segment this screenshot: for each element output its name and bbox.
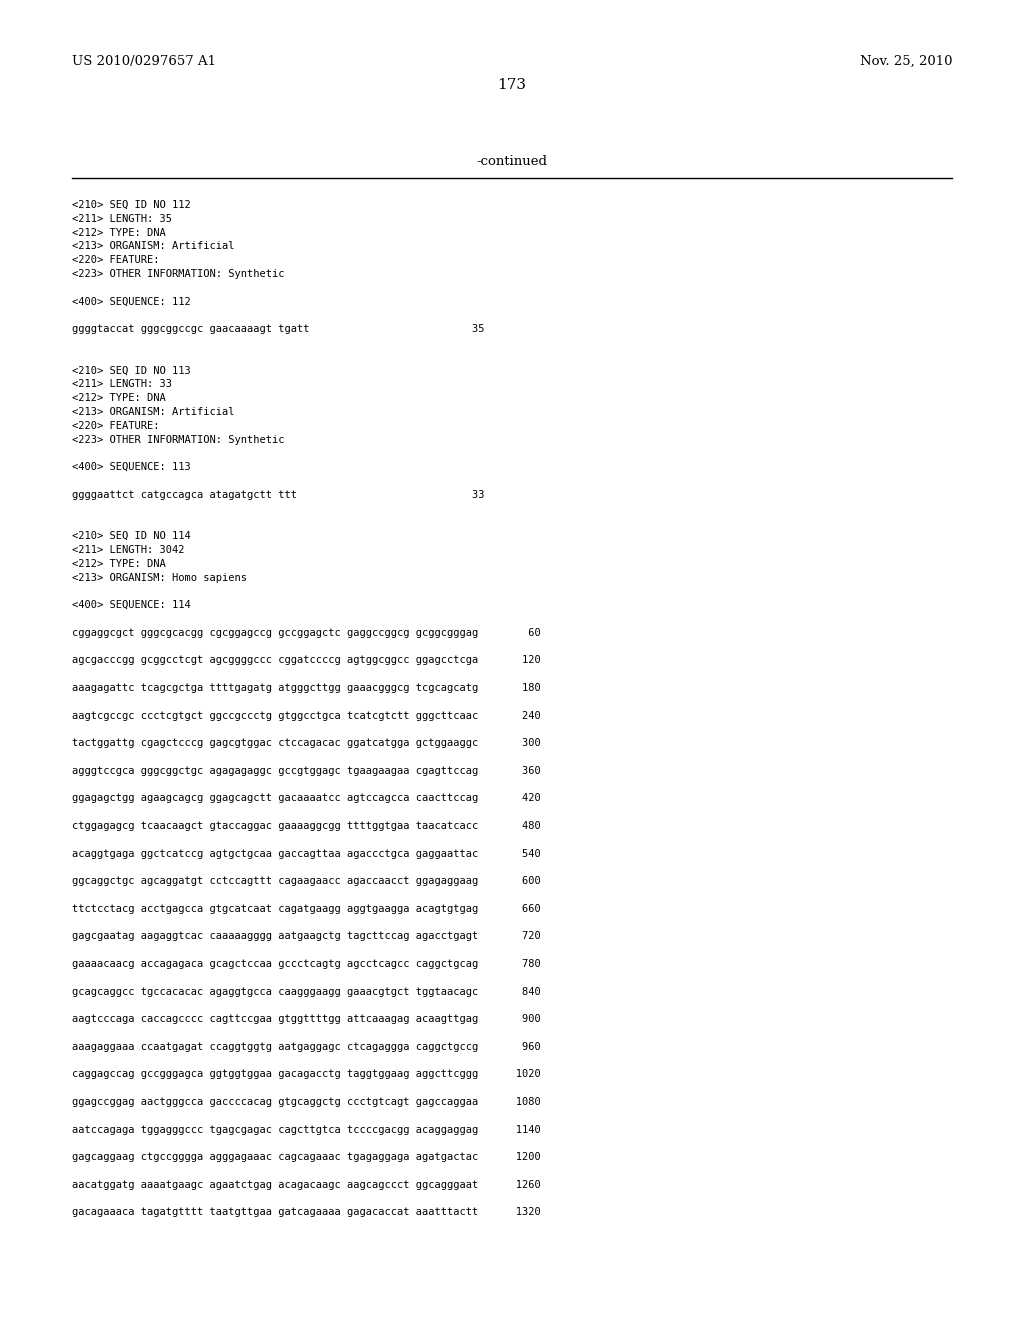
Text: ggagccggag aactgggcca gaccccacag gtgcaggctg ccctgtcagt gagccaggaa      1080: ggagccggag aactgggcca gaccccacag gtgcagg…	[72, 1097, 541, 1107]
Text: <210> SEQ ID NO 112: <210> SEQ ID NO 112	[72, 201, 190, 210]
Text: <223> OTHER INFORMATION: Synthetic: <223> OTHER INFORMATION: Synthetic	[72, 269, 285, 279]
Text: <213> ORGANISM: Artificial: <213> ORGANISM: Artificial	[72, 407, 234, 417]
Text: ggcaggctgc agcaggatgt cctccagttt cagaagaacc agaccaacct ggagaggaag       600: ggcaggctgc agcaggatgt cctccagttt cagaaga…	[72, 876, 541, 886]
Text: agggtccgca gggcggctgc agagagaggc gccgtggagc tgaagaagaa cgagttccag       360: agggtccgca gggcggctgc agagagaggc gccgtgg…	[72, 766, 541, 776]
Text: aacatggatg aaaatgaagc agaatctgag acagacaagc aagcagccct ggcagggaat      1260: aacatggatg aaaatgaagc agaatctgag acagaca…	[72, 1180, 541, 1189]
Text: agcgacccgg gcggcctcgt agcggggccc cggatccccg agtggcggcc ggagcctcga       120: agcgacccgg gcggcctcgt agcggggccc cggatcc…	[72, 656, 541, 665]
Text: <223> OTHER INFORMATION: Synthetic: <223> OTHER INFORMATION: Synthetic	[72, 434, 285, 445]
Text: -continued: -continued	[476, 154, 548, 168]
Text: ggggtaccat gggcggccgc gaacaaaagt tgatt                          35: ggggtaccat gggcggccgc gaacaaaagt tgatt 3…	[72, 325, 484, 334]
Text: gcagcaggcc tgccacacac agaggtgcca caagggaagg gaaacgtgct tggtaacagc       840: gcagcaggcc tgccacacac agaggtgcca caaggga…	[72, 986, 541, 997]
Text: tactggattg cgagctcccg gagcgtggac ctccagacac ggatcatgga gctggaaggc       300: tactggattg cgagctcccg gagcgtggac ctccaga…	[72, 738, 541, 748]
Text: US 2010/0297657 A1: US 2010/0297657 A1	[72, 55, 216, 69]
Text: gacagaaaca tagatgtttt taatgttgaa gatcagaaaa gagacaccat aaatttactt      1320: gacagaaaca tagatgtttt taatgttgaa gatcaga…	[72, 1208, 541, 1217]
Text: gaaaacaacg accagagaca gcagctccaa gccctcagtg agcctcagcc caggctgcag       780: gaaaacaacg accagagaca gcagctccaa gccctca…	[72, 960, 541, 969]
Text: <211> LENGTH: 33: <211> LENGTH: 33	[72, 379, 172, 389]
Text: <220> FEATURE:: <220> FEATURE:	[72, 421, 160, 430]
Text: <220> FEATURE:: <220> FEATURE:	[72, 255, 160, 265]
Text: <213> ORGANISM: Artificial: <213> ORGANISM: Artificial	[72, 242, 234, 251]
Text: <210> SEQ ID NO 114: <210> SEQ ID NO 114	[72, 531, 190, 541]
Text: aaagaggaaa ccaatgagat ccaggtggtg aatgaggagc ctcagaggga caggctgccg       960: aaagaggaaa ccaatgagat ccaggtggtg aatgagg…	[72, 1041, 541, 1052]
Text: aagtcgccgc ccctcgtgct ggccgccctg gtggcctgca tcatcgtctt gggcttcaac       240: aagtcgccgc ccctcgtgct ggccgccctg gtggcct…	[72, 710, 541, 721]
Text: <210> SEQ ID NO 113: <210> SEQ ID NO 113	[72, 366, 190, 376]
Text: <400> SEQUENCE: 112: <400> SEQUENCE: 112	[72, 297, 190, 306]
Text: <212> TYPE: DNA: <212> TYPE: DNA	[72, 393, 166, 403]
Text: gagcaggaag ctgccgggga agggagaaac cagcagaaac tgagaggaga agatgactac      1200: gagcaggaag ctgccgggga agggagaaac cagcaga…	[72, 1152, 541, 1162]
Text: ggagagctgg agaagcagcg ggagcagctt gacaaaatcc agtccagcca caacttccag       420: ggagagctgg agaagcagcg ggagcagctt gacaaaa…	[72, 793, 541, 804]
Text: Nov. 25, 2010: Nov. 25, 2010	[859, 55, 952, 69]
Text: ctggagagcg tcaacaagct gtaccaggac gaaaaggcgg ttttggtgaa taacatcacc       480: ctggagagcg tcaacaagct gtaccaggac gaaaagg…	[72, 821, 541, 832]
Text: ttctcctacg acctgagcca gtgcatcaat cagatgaagg aggtgaagga acagtgtgag       660: ttctcctacg acctgagcca gtgcatcaat cagatga…	[72, 904, 541, 913]
Text: ggggaattct catgccagca atagatgctt ttt                            33: ggggaattct catgccagca atagatgctt ttt 33	[72, 490, 484, 500]
Text: 173: 173	[498, 78, 526, 92]
Text: aagtcccaga caccagcccc cagttccgaa gtggttttgg attcaaagag acaagttgag       900: aagtcccaga caccagcccc cagttccgaa gtggttt…	[72, 1014, 541, 1024]
Text: <213> ORGANISM: Homo sapiens: <213> ORGANISM: Homo sapiens	[72, 573, 247, 582]
Text: <211> LENGTH: 35: <211> LENGTH: 35	[72, 214, 172, 224]
Text: aaagagattc tcagcgctga ttttgagatg atgggcttgg gaaacgggcg tcgcagcatg       180: aaagagattc tcagcgctga ttttgagatg atgggct…	[72, 682, 541, 693]
Text: gagcgaatag aagaggtcac caaaaagggg aatgaagctg tagcttccag agacctgagt       720: gagcgaatag aagaggtcac caaaaagggg aatgaag…	[72, 932, 541, 941]
Text: <212> TYPE: DNA: <212> TYPE: DNA	[72, 227, 166, 238]
Text: caggagccag gccgggagca ggtggtggaa gacagacctg taggtggaag aggcttcggg      1020: caggagccag gccgggagca ggtggtggaa gacagac…	[72, 1069, 541, 1080]
Text: acaggtgaga ggctcatccg agtgctgcaa gaccagttaa agaccctgca gaggaattac       540: acaggtgaga ggctcatccg agtgctgcaa gaccagt…	[72, 849, 541, 858]
Text: <400> SEQUENCE: 114: <400> SEQUENCE: 114	[72, 601, 190, 610]
Text: <212> TYPE: DNA: <212> TYPE: DNA	[72, 558, 166, 569]
Text: <400> SEQUENCE: 113: <400> SEQUENCE: 113	[72, 462, 190, 473]
Text: cggaggcgct gggcgcacgg cgcggagccg gccggagctc gaggccggcg gcggcgggag        60: cggaggcgct gggcgcacgg cgcggagccg gccggag…	[72, 628, 541, 638]
Text: <211> LENGTH: 3042: <211> LENGTH: 3042	[72, 545, 184, 554]
Text: aatccagaga tggagggccc tgagcgagac cagcttgtca tccccgacgg acaggaggag      1140: aatccagaga tggagggccc tgagcgagac cagcttg…	[72, 1125, 541, 1135]
